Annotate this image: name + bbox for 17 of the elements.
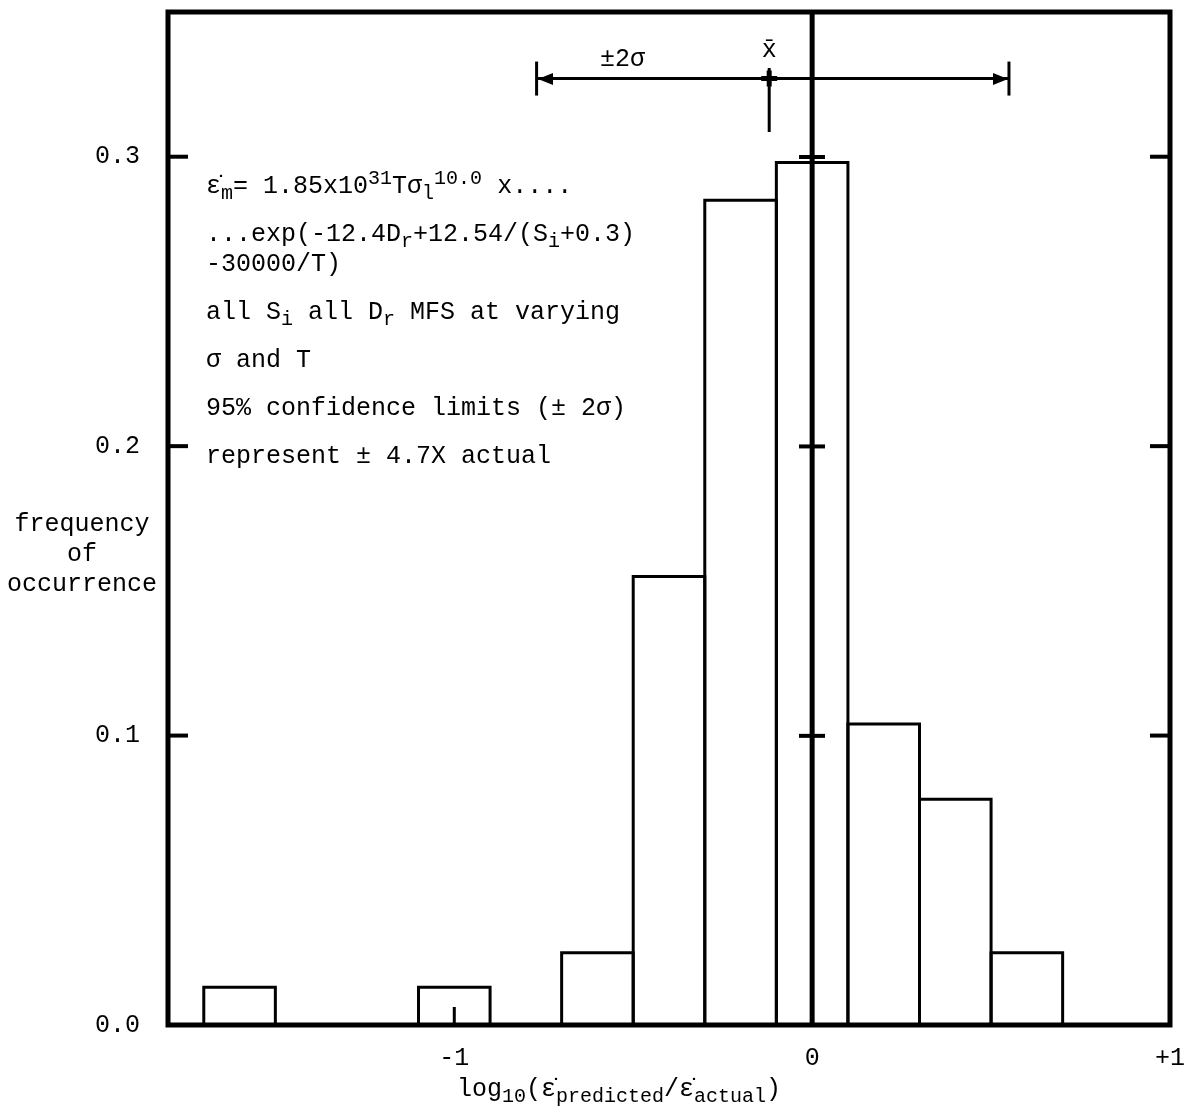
annotation: represent ± 4.7X actual [206,442,553,472]
annotation: 95% confidence limits (± 2σ) [206,394,628,424]
annotation: ±2σ [599,44,645,75]
x-tick-label: 0 [804,1043,820,1073]
y-tick-label: 0.0 [94,1010,140,1040]
y-axis-title: frequency of occurrence [6,509,158,600]
x-tick-label: +1 [1154,1043,1186,1073]
ref-line-label: x̄ [761,35,777,65]
y-tick-label: 0.3 [94,142,140,172]
x-tick-label: -1 [439,1043,470,1073]
annotation: ε̇$_{m}$= 1.85x10$^{31}$Tσ$_{l}$$^{10.0}$ x.... [206,166,574,205]
annotation: σ and T [206,346,313,376]
y-tick-label: 0.2 [94,431,140,461]
annotation: all S$_{i}$ all D$_{r}$ MFS at varying [206,298,622,331]
y-tick-label: 0.1 [94,721,140,751]
text: ...exp(-12.4D$_{r}$+12.54/(S$_{i}$+0.3) -30000/T) [206,220,636,279]
x-axis-title: log$_{10}$(ε̇$_{predicted}$/ε̇$_{actual}$) [456,1075,782,1108]
